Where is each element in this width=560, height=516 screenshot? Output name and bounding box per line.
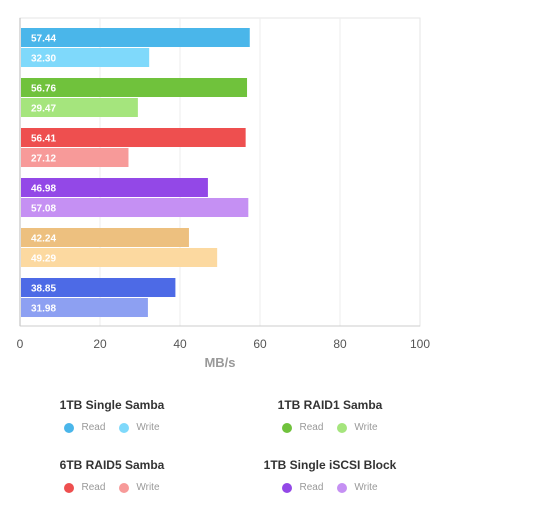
bar-value-label: 32.30 — [31, 54, 56, 65]
bar-read — [21, 28, 250, 47]
bar-write — [21, 48, 150, 67]
bar-write — [21, 298, 148, 317]
bars: 57.44 32.30 56.76 29.47 56.41 27.12 46.98 57.08… — [21, 28, 250, 317]
bar-value-label: 56.76 — [31, 84, 56, 95]
bar-read — [21, 178, 208, 197]
bar-value-label: 29.47 — [31, 104, 56, 115]
bar-value-label: 42.24 — [31, 234, 56, 245]
x-axis-label: MB/s — [204, 355, 235, 370]
x-tick-label: 80 — [333, 337, 347, 351]
x-tick-label: 60 — [253, 337, 267, 351]
x-tick-label: 100 — [410, 337, 430, 351]
bar-read — [21, 128, 246, 147]
bar-read — [21, 78, 248, 97]
bar-write — [21, 98, 138, 117]
x-axis: 0 20 40 60 80 100 — [17, 18, 430, 351]
bar-write — [21, 248, 218, 267]
bar-write — [21, 148, 129, 167]
bar-value-label: 27.12 — [31, 154, 56, 165]
bar-write — [21, 198, 249, 217]
bar-value-label: 57.08 — [31, 204, 56, 215]
bar-value-label: 56.41 — [31, 134, 56, 145]
x-tick-label: 0 — [17, 337, 24, 351]
bar-value-label: 57.44 — [31, 34, 56, 45]
bar-read — [21, 278, 176, 297]
bar-value-label: 31.98 — [31, 304, 56, 315]
x-tick-label: 20 — [93, 337, 107, 351]
bar-value-label: 46.98 — [31, 184, 56, 195]
bar-value-label: 38.85 — [31, 284, 56, 295]
x-tick-label: 40 — [173, 337, 187, 351]
bar-read — [21, 228, 189, 247]
bar-value-label: 49.29 — [31, 254, 56, 265]
